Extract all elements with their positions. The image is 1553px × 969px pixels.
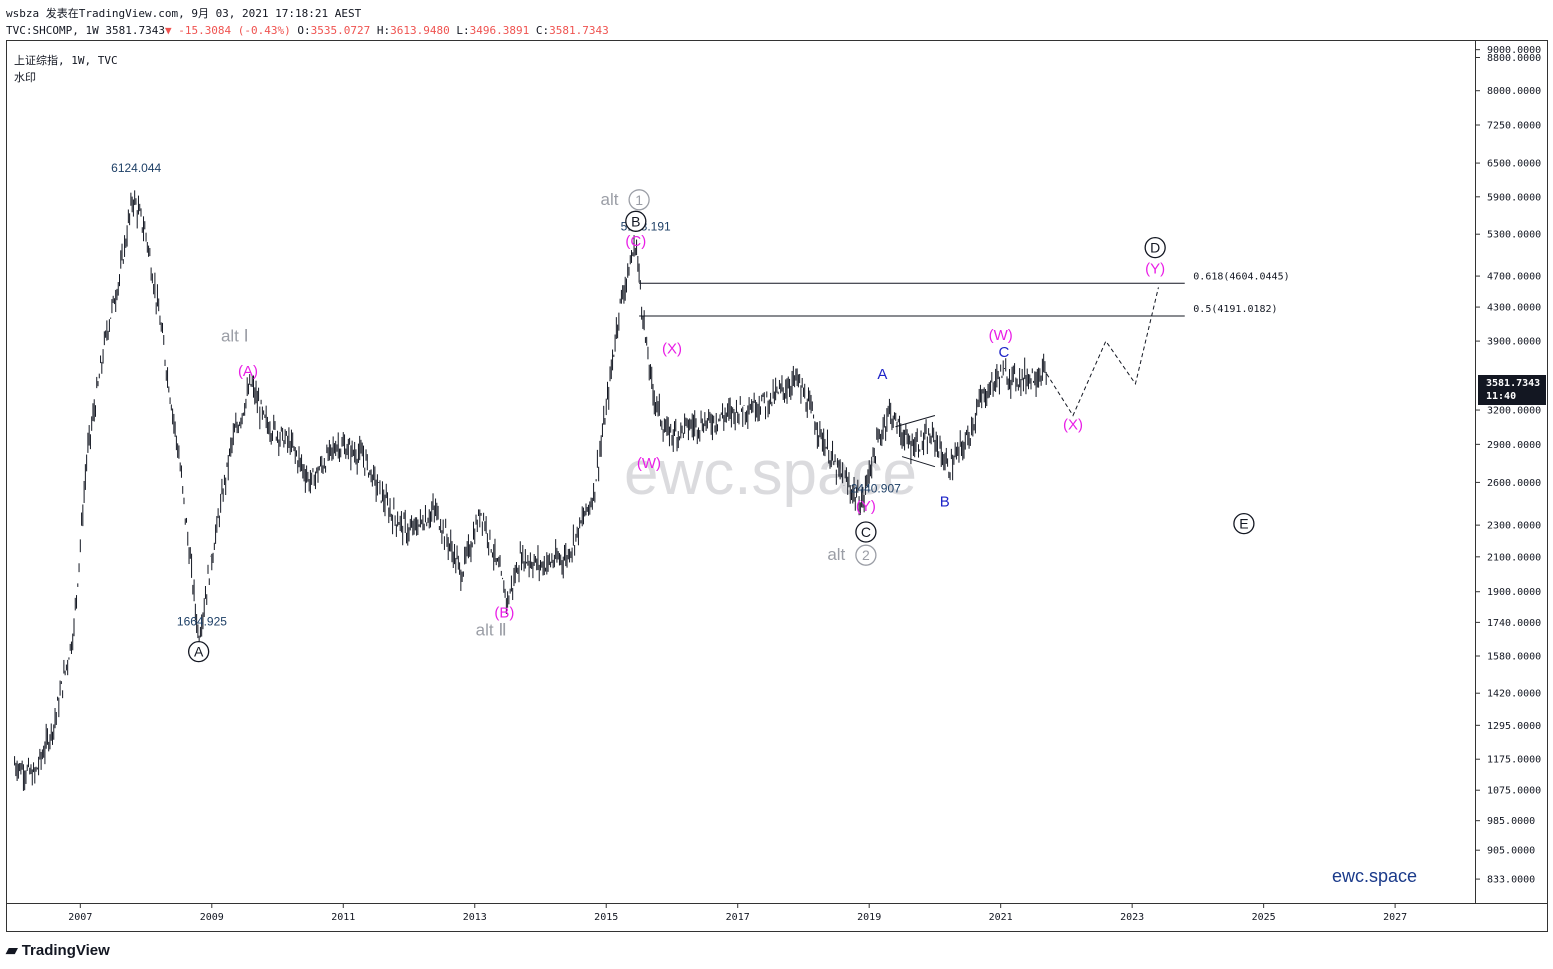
ohlc-line: TVC:SHCOMP, 1W 3581.7343▼ -15.3084 (-0.4… — [6, 24, 609, 38]
wave-label: A — [877, 366, 887, 383]
wave-circle — [855, 544, 877, 566]
wave-circle — [1233, 512, 1255, 535]
wave-label: alt Ⅱ — [476, 620, 507, 639]
wave-label: (W) — [989, 327, 1013, 344]
last-price-tag: 3581.7343 11:40 — [1478, 375, 1546, 405]
symbol-legend: 上证综指, 1W, TVC — [14, 54, 118, 67]
logo-text: TradingView — [21, 942, 110, 959]
open-value: 3535.0727 — [310, 24, 371, 37]
price-label: 2440.907 — [851, 481, 901, 495]
y-tick-label: 1740.0000 — [1487, 618, 1541, 629]
wave-label: C — [999, 344, 1010, 361]
time-axis[interactable] — [6, 904, 1548, 932]
y-tick-label: 2600.0000 — [1487, 478, 1541, 489]
brand-label: ewc.space — [1332, 866, 1418, 886]
y-tick-label: 8800.0000 — [1487, 53, 1541, 64]
close-label: C: — [535, 24, 550, 37]
close-value: 3581.7343 — [549, 24, 609, 37]
wave-label: (Y) — [1145, 261, 1165, 278]
y-tick-label: 1900.0000 — [1487, 587, 1541, 598]
tv-icon: ▰ — [6, 942, 22, 959]
x-tick-label: 2023 — [1120, 912, 1144, 923]
x-tick-label: 2019 — [857, 912, 881, 923]
bar-countdown: 11:40 — [1486, 391, 1517, 402]
y-tick-label: 1580.0000 — [1487, 651, 1541, 662]
wave-label: (X) — [1063, 416, 1083, 433]
low-value: 3496.3891 — [469, 24, 530, 37]
wave-label: (C) — [625, 233, 646, 250]
wave-label: A — [194, 644, 204, 660]
publish-info: wsbza 发表在TradingView.com, 9月 03, 2021 17… — [6, 7, 362, 20]
price-label: 6124.044 — [111, 161, 161, 175]
triangle-lower — [901, 456, 936, 468]
triangle-upper — [895, 415, 936, 428]
y-tick-label: 8000.0000 — [1487, 86, 1541, 97]
x-tick-label: 2009 — [200, 912, 224, 923]
y-tick-label: 1295.0000 — [1487, 721, 1541, 732]
x-tick-label: 2013 — [463, 912, 487, 923]
x-tick-label: 2007 — [68, 912, 92, 923]
wave-circle — [628, 189, 650, 211]
y-tick-label: 1075.0000 — [1487, 786, 1541, 797]
wave-label: alt — [601, 190, 619, 209]
wave-label: (X) — [662, 340, 682, 357]
wave-circle — [187, 640, 210, 663]
wave-label: 1 — [635, 192, 643, 208]
wave-label: alt — [827, 545, 845, 564]
low-label: L: — [456, 24, 470, 37]
high-label: H: — [376, 24, 391, 37]
y-tick-label: 1175.0000 — [1487, 755, 1541, 766]
open-label: O: — [297, 24, 311, 37]
price-axis[interactable] — [1476, 40, 1548, 904]
watermark-legend: 水印 — [14, 71, 36, 84]
x-tick-label: 2027 — [1383, 912, 1407, 923]
wave-label: (W) — [637, 455, 661, 472]
wave-label: B — [631, 213, 640, 229]
y-tick-label: 5300.0000 — [1487, 230, 1541, 241]
y-tick-label: 1420.0000 — [1487, 689, 1541, 700]
y-tick-label: 9000.0000 — [1487, 45, 1541, 56]
price-label: 1664.925 — [177, 615, 227, 629]
wave-label: 2 — [862, 547, 870, 563]
wave-label: D — [1150, 240, 1160, 256]
y-tick-label: 2900.0000 — [1487, 440, 1541, 451]
price-change: ▼ -15.3084 (-0.43%) — [164, 24, 291, 37]
wave-circle — [855, 521, 877, 543]
y-tick-label: 2100.0000 — [1487, 552, 1541, 563]
wave-label: E — [1239, 516, 1248, 532]
y-tick-label: 4300.0000 — [1487, 303, 1541, 314]
symbol-info: TVC:SHCOMP, 1W 3581.7343 — [6, 24, 165, 37]
chart-pane[interactable] — [6, 40, 1476, 904]
y-tick-label: 5900.0000 — [1487, 192, 1541, 203]
y-tick-label: 6500.0000 — [1487, 159, 1541, 170]
x-tick-label: 2011 — [331, 912, 355, 923]
x-tick-label: 2021 — [989, 912, 1013, 923]
projection-path — [1046, 287, 1159, 417]
y-tick-label: 3200.0000 — [1487, 406, 1541, 417]
fib-label: 0.5(4191.0182) — [1193, 304, 1277, 315]
y-tick-label: 2300.0000 — [1487, 521, 1541, 532]
last-price: 3581.7343 — [1486, 378, 1541, 389]
y-tick-label: 833.0000 — [1487, 875, 1535, 886]
y-tick-label: 985.0000 — [1487, 816, 1535, 827]
x-tick-label: 2015 — [594, 912, 618, 923]
y-tick-label: 7250.0000 — [1487, 121, 1541, 132]
wave-label: (B) — [494, 605, 514, 622]
y-tick-label: 3900.0000 — [1487, 337, 1541, 348]
wave-circle — [1144, 236, 1166, 259]
fib-label: 0.618(4604.0445) — [1193, 271, 1289, 282]
tradingview-logo[interactable]: ▰ TradingView — [6, 941, 110, 959]
wave-label: B — [940, 494, 950, 511]
wave-label: (A) — [238, 363, 258, 380]
wave-label: (Y) — [856, 498, 876, 515]
wave-circle — [625, 210, 647, 232]
x-tick-label: 2017 — [726, 912, 750, 923]
wave-label: C — [861, 524, 871, 540]
y-tick-label: 4700.0000 — [1487, 272, 1541, 283]
wave-label: alt Ⅰ — [221, 327, 249, 346]
high-value: 3613.9480 — [390, 24, 450, 37]
x-tick-label: 2025 — [1252, 912, 1276, 923]
y-tick-label: 905.0000 — [1487, 846, 1535, 857]
